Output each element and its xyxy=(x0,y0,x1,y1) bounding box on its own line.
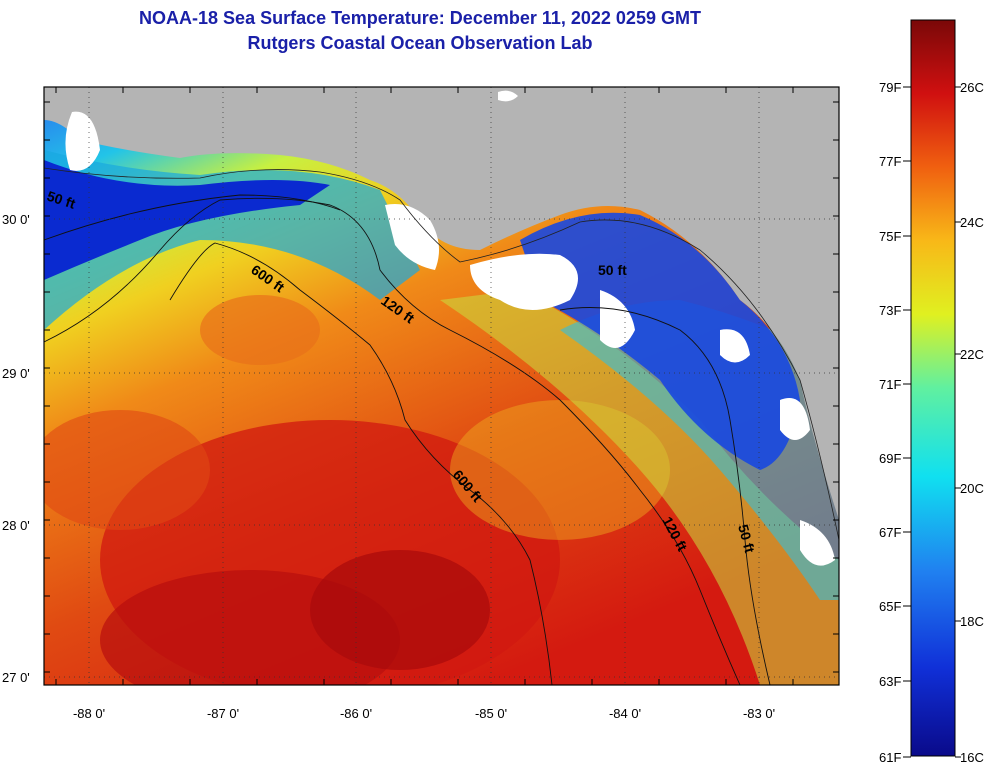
lat-label: 29 0' xyxy=(2,366,30,381)
fahrenheit-label: 79F xyxy=(879,80,901,95)
fahrenheit-label: 65F xyxy=(879,599,901,614)
contour-label: 50 ft xyxy=(735,523,758,555)
lat-label: 30 0' xyxy=(2,212,30,227)
fahrenheit-label: 73F xyxy=(879,303,901,318)
fahrenheit-label: 63F xyxy=(879,674,901,689)
celsius-label: 24C xyxy=(960,215,984,230)
contour-120ft xyxy=(44,197,741,685)
fahrenheit-label: 67F xyxy=(879,525,901,540)
lon-label: -84 0' xyxy=(609,706,641,721)
lon-label: -87 0' xyxy=(207,706,239,721)
lon-label: -88 0' xyxy=(73,706,105,721)
lon-label: -85 0' xyxy=(475,706,507,721)
celsius-label: 16C xyxy=(960,750,984,765)
lon-label: -86 0' xyxy=(340,706,372,721)
contour-50ft-west xyxy=(44,194,341,241)
lat-label: 28 0' xyxy=(2,518,30,533)
contour-600ft xyxy=(169,242,553,685)
fahrenheit-label: 75F xyxy=(879,229,901,244)
contour-label: 50 ft xyxy=(598,262,627,278)
lon-label: -83 0' xyxy=(743,706,775,721)
fahrenheit-label: 61F xyxy=(879,750,901,765)
colorbar-gradient xyxy=(910,19,956,757)
contour-50ft-east xyxy=(559,307,771,685)
map-frame xyxy=(43,86,840,686)
lat-label: 27 0' xyxy=(2,670,30,685)
fahrenheit-label: 71F xyxy=(879,377,901,392)
celsius-label: 18C xyxy=(960,614,984,629)
land-area xyxy=(44,87,839,520)
celsius-label: 20C xyxy=(960,481,984,496)
celsius-label: 26C xyxy=(960,80,984,95)
celsius-label: 22C xyxy=(960,347,984,362)
map-title: NOAA-18 Sea Surface Temperature: Decembe… xyxy=(139,8,701,28)
map-subtitle: Rutgers Coastal Ocean Observation Lab xyxy=(247,33,593,53)
fahrenheit-label: 69F xyxy=(879,451,901,466)
fahrenheit-label: 77F xyxy=(879,154,901,169)
